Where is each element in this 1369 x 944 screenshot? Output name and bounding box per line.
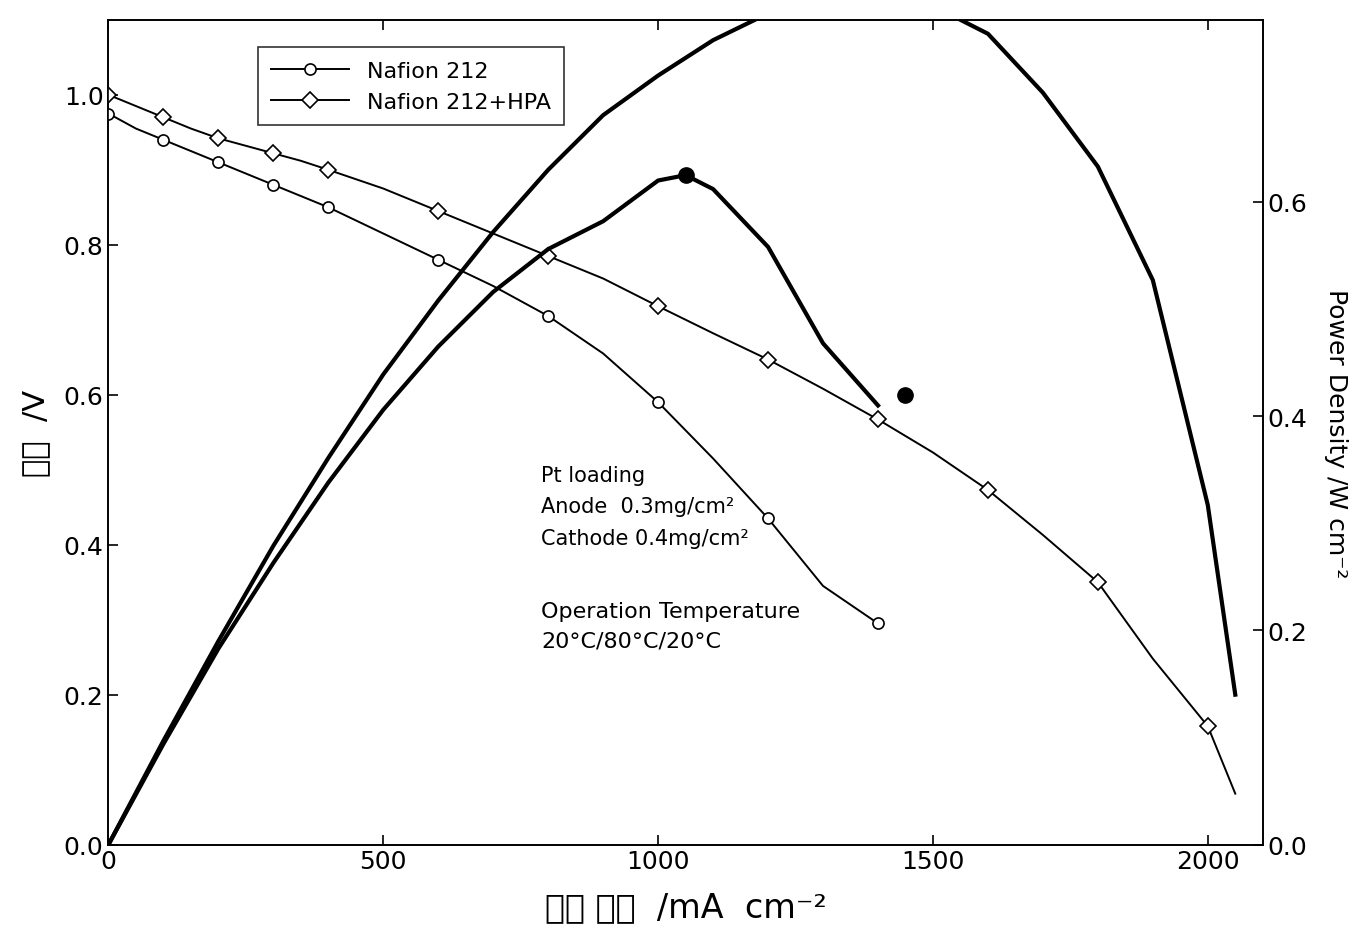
- Nafion 212+HPA: [127, 101, 144, 112]
- Nafion 212+HPA: [650, 301, 667, 312]
- Nafion 212+HPA: [375, 184, 392, 195]
- Nafion 212+HPA: [705, 329, 721, 340]
- Nafion 212+HPA: [1227, 788, 1243, 800]
- Nafion 212+HPA: [596, 274, 612, 285]
- Nafion 212: [127, 124, 144, 135]
- Y-axis label: 电压  /V: 电压 /V: [21, 389, 49, 477]
- Nafion 212+HPA: [924, 447, 941, 459]
- Nafion 212+HPA: [980, 485, 997, 497]
- Nafion 212+HPA: [430, 206, 446, 217]
- Nafion 212: [375, 228, 392, 240]
- Nafion 212: [705, 453, 721, 464]
- Nafion 212+HPA: [1090, 577, 1106, 588]
- Nafion 212: [650, 397, 667, 409]
- Nafion 212: [155, 135, 171, 146]
- Nafion 212+HPA: [155, 112, 171, 124]
- Text: Pt loading
Anode  0.3mg/cm²
Cathode 0.4mg/cm²: Pt loading Anode 0.3mg/cm² Cathode 0.4mg…: [541, 465, 749, 548]
- Nafion 212: [238, 169, 255, 180]
- Nafion 212+HPA: [100, 90, 116, 101]
- Nafion 212: [815, 581, 831, 592]
- Nafion 212+HPA: [485, 228, 501, 240]
- Line: Nafion 212+HPA: Nafion 212+HPA: [103, 91, 1240, 800]
- Nafion 212+HPA: [1144, 653, 1161, 665]
- Legend: Nafion 212, Nafion 212+HPA: Nafion 212, Nafion 212+HPA: [259, 48, 564, 126]
- Nafion 212+HPA: [293, 156, 309, 167]
- Nafion 212+HPA: [320, 165, 337, 177]
- Nafion 212: [430, 255, 446, 266]
- Nafion 212+HPA: [760, 354, 776, 365]
- Nafion 212: [293, 192, 309, 203]
- Nafion 212: [869, 618, 886, 630]
- Nafion 212: [596, 348, 612, 360]
- Y-axis label: Power Density /W cm⁻²: Power Density /W cm⁻²: [1324, 288, 1348, 578]
- Nafion 212+HPA: [1035, 530, 1051, 541]
- Nafion 212+HPA: [211, 133, 227, 144]
- Nafion 212+HPA: [815, 383, 831, 395]
- Nafion 212+HPA: [869, 414, 886, 426]
- Nafion 212+HPA: [238, 141, 255, 152]
- Nafion 212: [211, 158, 227, 169]
- Nafion 212: [182, 146, 199, 158]
- Nafion 212: [760, 514, 776, 525]
- Nafion 212: [539, 311, 556, 322]
- Text: Operation Temperature
20°C/80°C/20°C: Operation Temperature 20°C/80°C/20°C: [541, 601, 801, 651]
- Nafion 212: [485, 281, 501, 293]
- Nafion 212: [100, 109, 116, 120]
- Line: Nafion 212: Nafion 212: [103, 109, 883, 630]
- Nafion 212+HPA: [182, 124, 199, 135]
- X-axis label: 电流 密度  /mA  cm⁻²: 电流 密度 /mA cm⁻²: [545, 890, 827, 923]
- Nafion 212+HPA: [539, 251, 556, 262]
- Nafion 212+HPA: [1199, 720, 1216, 732]
- Nafion 212: [266, 180, 282, 192]
- Nafion 212: [320, 202, 337, 213]
- Nafion 212+HPA: [266, 148, 282, 160]
